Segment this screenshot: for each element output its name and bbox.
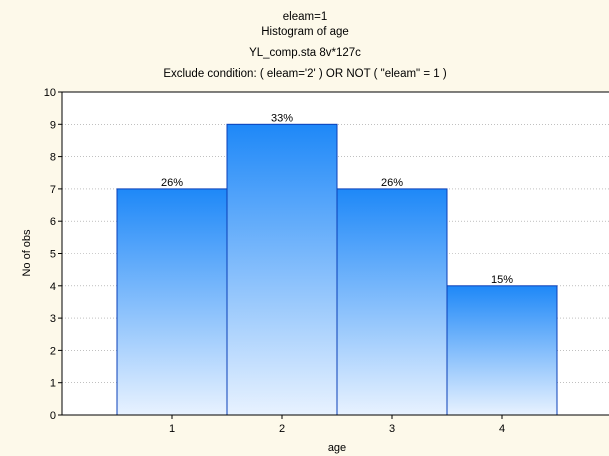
x-tick-label-3: 3 xyxy=(389,423,395,435)
x-axis-ticks: 1 2 3 4 xyxy=(169,415,505,435)
x-tick-label-4: 4 xyxy=(499,423,505,435)
chart-title-line-4: Exclude condition: ( eleam='2' ) OR NOT … xyxy=(163,68,447,80)
y-tick-label: 4 xyxy=(50,281,56,293)
y-tick-label: 10 xyxy=(44,87,56,99)
bar-4 xyxy=(446,285,558,416)
bar-3 xyxy=(336,188,448,416)
bar-1 xyxy=(116,188,228,416)
x-axis-label: age xyxy=(328,442,346,454)
y-tick-label: 8 xyxy=(50,152,56,164)
chart-title-line-2: Histogram of age xyxy=(261,26,349,38)
chart-title-block: eleam=1 Histogram of age YL_comp.sta 8v*… xyxy=(163,11,447,80)
bars xyxy=(116,123,558,416)
bar-2 xyxy=(226,123,338,416)
y-tick-label: 3 xyxy=(50,313,56,325)
y-tick-label: 6 xyxy=(50,216,56,228)
bar-label-1: 26% xyxy=(161,177,183,189)
y-tick-label: 7 xyxy=(50,184,56,196)
bar-label-2: 33% xyxy=(271,112,293,124)
y-axis-ticks: 0 1 2 3 4 5 6 7 8 9 10 xyxy=(44,87,62,422)
x-tick-label-2: 2 xyxy=(279,423,285,435)
chart-title-line-1: eleam=1 xyxy=(283,11,327,23)
x-tick-label-1: 1 xyxy=(169,423,175,435)
y-tick-label: 0 xyxy=(50,410,56,422)
y-tick-label: 9 xyxy=(50,119,56,131)
y-tick-label: 2 xyxy=(50,345,56,357)
plot-frame xyxy=(61,91,609,416)
y-axis-label: No of obs xyxy=(21,229,33,277)
bar-labels: 26% 33% 26% 15% xyxy=(161,112,513,285)
bar-label-3: 26% xyxy=(381,177,403,189)
bar-label-4: 15% xyxy=(491,274,513,286)
chart-title-line-3: YL_comp.sta 8v*127c xyxy=(249,47,361,59)
y-tick-label: 1 xyxy=(50,378,56,390)
y-tick-label: 5 xyxy=(50,249,56,261)
